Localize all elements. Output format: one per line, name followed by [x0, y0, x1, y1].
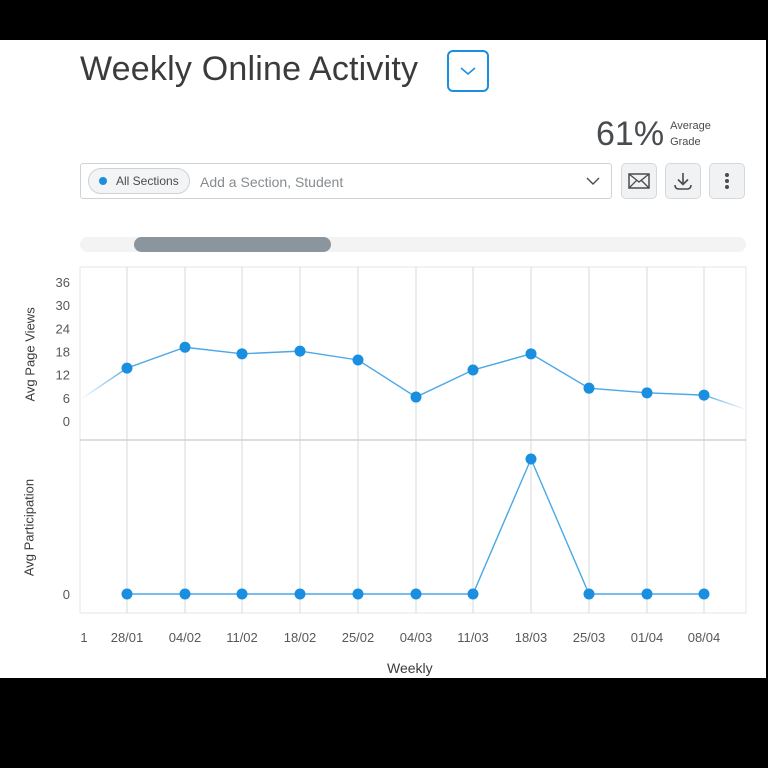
- lower-y-axis-title: Avg Participation: [21, 478, 37, 577]
- chart-scrollbar[interactable]: [80, 237, 746, 252]
- download-icon: [674, 173, 692, 190]
- svg-text:6: 6: [63, 391, 70, 406]
- svg-text:18/02: 18/02: [284, 630, 317, 645]
- section-filter[interactable]: All Sections: [80, 163, 612, 199]
- svg-text:04/02: 04/02: [169, 630, 202, 645]
- svg-text:08/04: 08/04: [688, 630, 721, 645]
- svg-text:01/04: 01/04: [631, 630, 664, 645]
- chart-grid: [79, 266, 747, 614]
- upper-y-axis-title: Avg Page Views: [22, 307, 38, 402]
- more-options-button[interactable]: [709, 163, 745, 199]
- average-grade-label: Average: [670, 120, 711, 132]
- page-views-series: [79, 341, 747, 411]
- svg-text:25/02: 25/02: [342, 630, 375, 645]
- average-grade-value: 61%: [596, 115, 665, 153]
- activity-chart: 0 6 12 18 24 30 36 0 1 28/01 04/02 11/02 18/02 25/0…: [56, 266, 747, 645]
- svg-text:24: 24: [56, 321, 70, 336]
- average-grade-label-2: Grade: [670, 136, 701, 148]
- all-sections-chip[interactable]: All Sections: [88, 168, 190, 194]
- svg-text:11/02: 11/02: [226, 630, 258, 645]
- lower-y-axis-ticks: 0: [63, 587, 70, 602]
- svg-text:18: 18: [56, 345, 70, 360]
- activity-panel: Weekly Online Activity 61% Average Grade…: [0, 40, 766, 678]
- svg-text:12: 12: [56, 368, 70, 383]
- svg-text:0: 0: [63, 414, 70, 429]
- chevron-down-icon: [460, 67, 476, 76]
- more-vertical-icon: [725, 173, 729, 189]
- upper-y-axis-ticks: 0 6 12 18 24 30 36: [56, 275, 70, 429]
- svg-text:18/03: 18/03: [515, 630, 548, 645]
- chart-scrollbar-thumb[interactable]: [134, 237, 331, 252]
- average-grade: 61% Average Grade: [596, 112, 711, 156]
- envelope-icon: [628, 173, 650, 189]
- page-title: Weekly Online Activity: [80, 50, 419, 88]
- section-student-input[interactable]: [198, 170, 562, 194]
- svg-text:36: 36: [56, 275, 70, 290]
- chip-dot-icon: [99, 177, 107, 185]
- chip-label: All Sections: [116, 174, 179, 188]
- svg-text:0: 0: [63, 587, 70, 602]
- svg-text:30: 30: [56, 298, 70, 313]
- svg-text:11/03: 11/03: [457, 630, 489, 645]
- svg-text:28/01: 28/01: [111, 630, 144, 645]
- svg-text:25/03: 25/03: [573, 630, 606, 645]
- email-button[interactable]: [621, 163, 657, 199]
- participation-series: [80, 453, 746, 600]
- x-axis-title: Weekly: [387, 660, 433, 676]
- svg-text:04/03: 04/03: [400, 630, 433, 645]
- title-dropdown-button[interactable]: [447, 50, 489, 92]
- x-axis-ticks: 1 28/01 04/02 11/02 18/02 25/02 04/03 11/03 18/0…: [80, 630, 720, 645]
- svg-text:1: 1: [80, 630, 87, 645]
- download-button[interactable]: [665, 163, 701, 199]
- chevron-down-icon[interactable]: [585, 173, 601, 189]
